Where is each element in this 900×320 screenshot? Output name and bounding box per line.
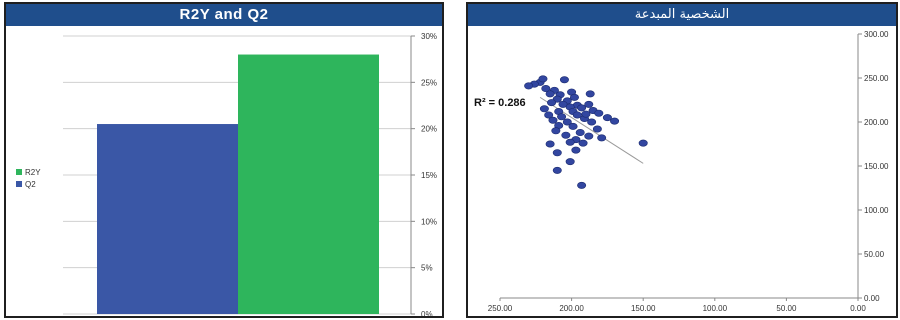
scatter-chart-panel: الشخصية المبدعة 250.00 200.00 150.00 100.00… — [466, 2, 898, 318]
data-point — [571, 146, 581, 154]
x-tick-label: 50.00 — [776, 304, 797, 313]
y-tick-label: 5% — [421, 264, 433, 273]
y-tick-label: 20% — [421, 125, 437, 134]
bar-q2 — [97, 124, 238, 315]
legend-swatch-q2 — [16, 181, 22, 187]
bar-chart-title: R2Y and Q2 — [6, 4, 442, 26]
bar-chart: 0% 5% 10% 15% 20% 25% 30% R2Y Q2 — [16, 32, 437, 316]
x-tick-label: 200.00 — [559, 304, 584, 313]
data-point — [569, 93, 579, 101]
data-point — [559, 76, 569, 84]
y-tick-label: 15% — [421, 171, 437, 180]
bar-chart-panel: R2Y and Q2 0% 5% 10% 15% 20% 25% 30% R2Y Q2 — [4, 2, 444, 318]
data-point — [585, 90, 595, 98]
bar-r2y — [238, 54, 379, 315]
data-point — [587, 118, 597, 126]
y-tick-label: 250.00 — [864, 74, 889, 83]
y-tick-label: 50.00 — [864, 250, 885, 259]
y-tick-label: 30% — [421, 32, 437, 41]
data-point — [539, 105, 549, 113]
legend-label-r2y: R2Y — [25, 168, 41, 177]
data-point — [562, 118, 572, 126]
data-point — [541, 85, 551, 93]
x-tick-label: 150.00 — [631, 304, 656, 313]
data-point — [544, 111, 554, 119]
data-point — [584, 100, 594, 108]
data-point — [592, 125, 602, 133]
x-tick-label: 0.00 — [850, 304, 866, 313]
legend-label-q2: Q2 — [25, 180, 36, 189]
data-point — [594, 109, 604, 117]
r-squared-annotation: R² = 0.286 — [474, 97, 526, 109]
data-point — [552, 166, 562, 174]
data-point — [578, 139, 588, 147]
data-point — [552, 149, 562, 157]
x-tick-label: 250.00 — [488, 304, 513, 313]
data-point — [547, 99, 557, 107]
scatter-chart-title: الشخصية المبدعة — [468, 4, 896, 26]
y-tick-label: 100.00 — [864, 206, 889, 215]
x-tick-label: 100.00 — [703, 304, 728, 313]
data-point — [565, 158, 575, 166]
data-point — [597, 134, 607, 142]
y-tick-label: 10% — [421, 217, 437, 226]
y-tick-label: 200.00 — [864, 118, 889, 127]
data-point — [565, 138, 575, 146]
data-point — [551, 127, 561, 135]
data-point — [602, 114, 612, 122]
data-point — [548, 116, 558, 124]
data-point — [538, 75, 548, 83]
data-point — [545, 90, 555, 98]
data-point — [577, 104, 587, 112]
y-tick-label: 150.00 — [864, 162, 889, 171]
y-tick-label: 300.00 — [864, 30, 889, 39]
y-tick-label: 0% — [421, 310, 433, 316]
data-point — [545, 140, 555, 148]
data-point — [561, 131, 571, 139]
data-point — [557, 113, 567, 121]
data-point — [524, 82, 534, 90]
scatter-chart: 250.00 200.00 150.00 100.00 50.00 0.000.00 50.… — [474, 30, 889, 313]
data-point — [610, 117, 620, 125]
data-point — [584, 132, 594, 140]
data-point — [568, 122, 578, 130]
data-point — [575, 129, 585, 137]
legend-swatch-r2y — [16, 169, 22, 175]
y-tick-label: 0.00 — [864, 294, 880, 303]
data-point — [581, 110, 591, 118]
data-point — [638, 139, 648, 147]
y-tick-label: 25% — [421, 78, 437, 87]
data-point — [577, 181, 587, 189]
